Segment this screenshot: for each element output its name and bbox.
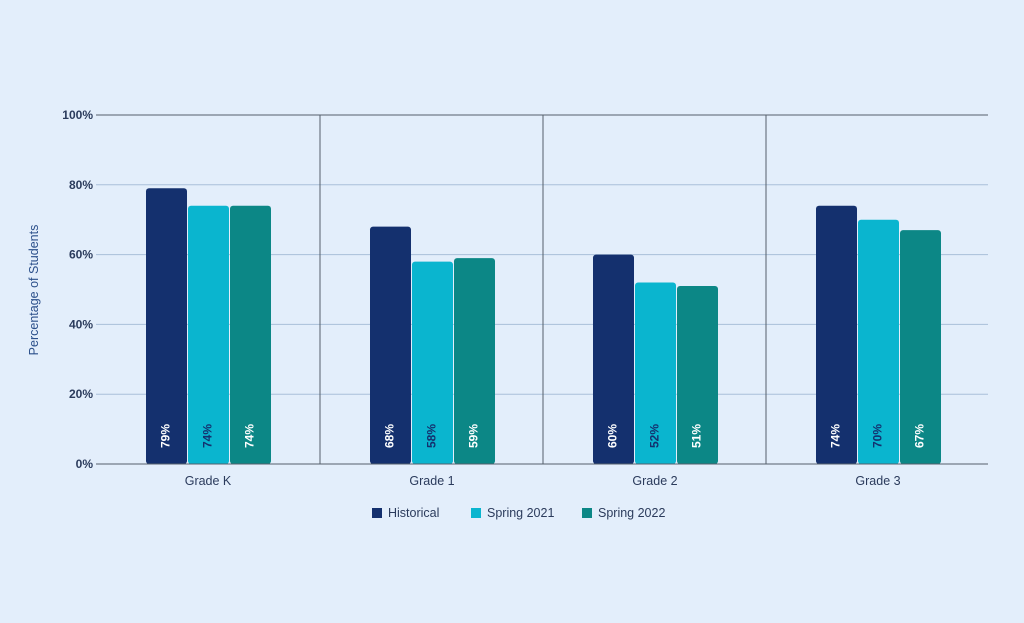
x-category-label: Grade 2	[632, 474, 677, 488]
bar	[858, 219, 899, 464]
y-tick-label: 80%	[69, 178, 93, 192]
bar-value-label: 70%	[871, 424, 885, 448]
legend-swatch	[372, 508, 382, 518]
y-tick-label: 100%	[62, 108, 93, 122]
bar-value-label: 68%	[383, 424, 397, 448]
bar-value-label: 79%	[159, 424, 173, 448]
legend-swatch	[471, 508, 481, 518]
bar-value-label: 67%	[913, 424, 927, 448]
bar	[454, 258, 495, 464]
bar-value-label: 58%	[425, 424, 439, 448]
y-tick-label: 20%	[69, 387, 93, 401]
x-category-label: Grade K	[185, 474, 232, 488]
legend-swatch	[582, 508, 592, 518]
y-tick-label: 0%	[76, 457, 94, 471]
bar-value-label: 52%	[648, 424, 662, 448]
x-category-label: Grade 1	[409, 474, 454, 488]
y-axis-title: Percentage of Students	[27, 225, 41, 356]
bar	[593, 254, 634, 464]
legend-label: Spring 2021	[487, 506, 554, 520]
bar	[900, 230, 941, 464]
x-category-label: Grade 3	[855, 474, 900, 488]
bar-value-label: 74%	[243, 424, 257, 448]
bar	[146, 188, 187, 465]
bar-value-label: 59%	[467, 424, 481, 448]
bar-value-label: 74%	[829, 424, 843, 448]
y-tick-label: 60%	[69, 248, 93, 262]
legend-label: Spring 2022	[598, 506, 665, 520]
bar-value-label: 51%	[690, 424, 704, 448]
legend-label: Historical	[388, 506, 439, 520]
bar	[816, 205, 857, 465]
bar	[188, 205, 229, 465]
bar	[635, 282, 676, 464]
y-tick-label: 40%	[69, 317, 93, 331]
bar	[412, 261, 453, 464]
bar	[230, 205, 271, 465]
bar	[370, 226, 411, 464]
bar-value-label: 60%	[606, 424, 620, 448]
bar-value-label: 74%	[201, 424, 215, 448]
bar	[677, 286, 718, 464]
